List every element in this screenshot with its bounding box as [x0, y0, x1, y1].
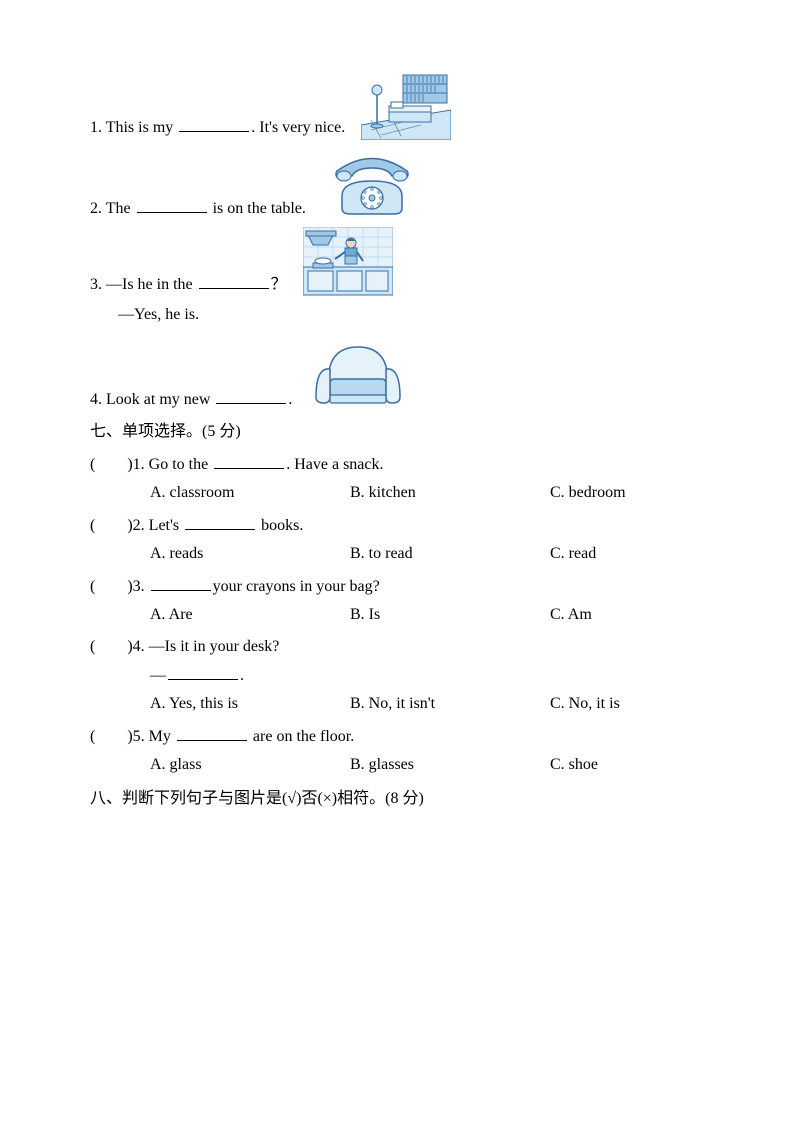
- mc5-options: A. glass B. glasses C. shoe: [150, 753, 703, 777]
- mc4-pre: —Is it in your desk?: [149, 638, 280, 655]
- kitchen-icon: [303, 227, 393, 297]
- mc5-post: are on the floor.: [249, 728, 354, 745]
- q1-text: 1. This is my . It's very nice.: [90, 115, 345, 140]
- mc2-paren[interactable]: ( )2.: [90, 517, 145, 534]
- mc1-blank[interactable]: [214, 452, 284, 469]
- mc1-paren[interactable]: ( )1.: [90, 456, 145, 473]
- room-illustration: [361, 70, 451, 140]
- q2-post: is on the table.: [209, 200, 306, 217]
- q2-blank[interactable]: [137, 196, 207, 213]
- mc3-blank[interactable]: [151, 574, 211, 591]
- mc2-pre: Let's: [149, 517, 183, 534]
- q3-answer: —Yes, he is.: [118, 303, 703, 327]
- mc5-b[interactable]: B. glasses: [350, 753, 550, 777]
- mc2-options: A. reads B. to read C. read: [150, 542, 703, 566]
- section7-title: 七、单项选择。(5 分): [90, 420, 703, 444]
- mc4-ans-post: .: [240, 667, 244, 684]
- mc-q3: ( )3. your crayons in your bag?: [90, 574, 703, 599]
- room-icon: [361, 70, 451, 140]
- q3-text: 3. —Is he in the ？: [90, 272, 287, 297]
- mc2-post: books.: [257, 517, 303, 534]
- q3-pre: 3. —Is he in the: [90, 276, 197, 293]
- mc5-c[interactable]: C. shoe: [550, 753, 700, 777]
- mc4-paren[interactable]: ( )4.: [90, 638, 145, 655]
- fillblank-q2-row: 2. The is on the table.: [90, 146, 703, 221]
- q3-blank[interactable]: [199, 272, 269, 289]
- fillblank-q3-row: 3. —Is he in the ？: [90, 227, 703, 297]
- mc5-paren[interactable]: ( )5.: [90, 728, 145, 745]
- mc4-c[interactable]: C. No, it is: [550, 692, 700, 716]
- mc3-paren[interactable]: ( )3.: [90, 578, 145, 595]
- mc-q1: ( )1. Go to the . Have a snack.: [90, 452, 703, 477]
- mc3-a[interactable]: A. Are: [150, 603, 350, 627]
- q1-blank[interactable]: [179, 115, 249, 132]
- q2-pre: 2. The: [90, 200, 135, 217]
- mc1-a[interactable]: A. classroom: [150, 481, 350, 505]
- mc1-pre: Go to the: [149, 456, 213, 473]
- q4-pre: 4. Look at my new: [90, 391, 214, 408]
- mc1-c[interactable]: C. bedroom: [550, 481, 700, 505]
- section8-title: 八、判断下列句子与图片是(√)否(×)相符。(8 分): [90, 787, 703, 811]
- mc3-c[interactable]: C. Am: [550, 603, 700, 627]
- q2-text: 2. The is on the table.: [90, 196, 306, 221]
- mc1-b[interactable]: B. kitchen: [350, 481, 550, 505]
- fillblank-q1-row: 1. This is my . It's very nice.: [90, 70, 703, 140]
- sofa-icon: [308, 337, 408, 412]
- mc4-b[interactable]: B. No, it isn't: [350, 692, 550, 716]
- mc4-ans-pre: —: [150, 667, 166, 684]
- kitchen-illustration: [303, 227, 393, 297]
- q4-post: .: [288, 391, 292, 408]
- mc3-post: your crayons in your bag?: [213, 578, 380, 595]
- mc5-blank[interactable]: [177, 724, 247, 741]
- mc1-post: . Have a snack.: [286, 456, 383, 473]
- mc2-blank[interactable]: [185, 513, 255, 530]
- mc1-options: A. classroom B. kitchen C. bedroom: [150, 481, 703, 505]
- mc4-options: A. Yes, this is B. No, it isn't C. No, i…: [150, 692, 703, 716]
- q1-post: . It's very nice.: [251, 119, 345, 136]
- mc5-pre: My: [149, 728, 175, 745]
- phone-illustration: [322, 146, 422, 221]
- mc2-a[interactable]: A. reads: [150, 542, 350, 566]
- mc3-options: A. Are B. Is C. Am: [150, 603, 703, 627]
- q1-pre: 1. This is my: [90, 119, 177, 136]
- q3-post: ？: [271, 276, 287, 293]
- mc4-a[interactable]: A. Yes, this is: [150, 692, 350, 716]
- mc5-a[interactable]: A. glass: [150, 753, 350, 777]
- phone-icon: [322, 146, 422, 221]
- q4-blank[interactable]: [216, 387, 286, 404]
- fillblank-q4-row: 4. Look at my new .: [90, 337, 703, 412]
- mc-q5: ( )5. My are on the floor.: [90, 724, 703, 749]
- worksheet-page: 1. This is my . It's very nice.: [0, 0, 793, 859]
- mc2-b[interactable]: B. to read: [350, 542, 550, 566]
- mc4-blank[interactable]: [168, 663, 238, 680]
- mc3-b[interactable]: B. Is: [350, 603, 550, 627]
- mc2-c[interactable]: C. read: [550, 542, 700, 566]
- mc4-answer-line: —.: [150, 663, 703, 688]
- sofa-illustration: [308, 337, 408, 412]
- mc-q2: ( )2. Let's books.: [90, 513, 703, 538]
- q4-text: 4. Look at my new .: [90, 387, 292, 412]
- mc-q4: ( )4. —Is it in your desk?: [90, 635, 703, 659]
